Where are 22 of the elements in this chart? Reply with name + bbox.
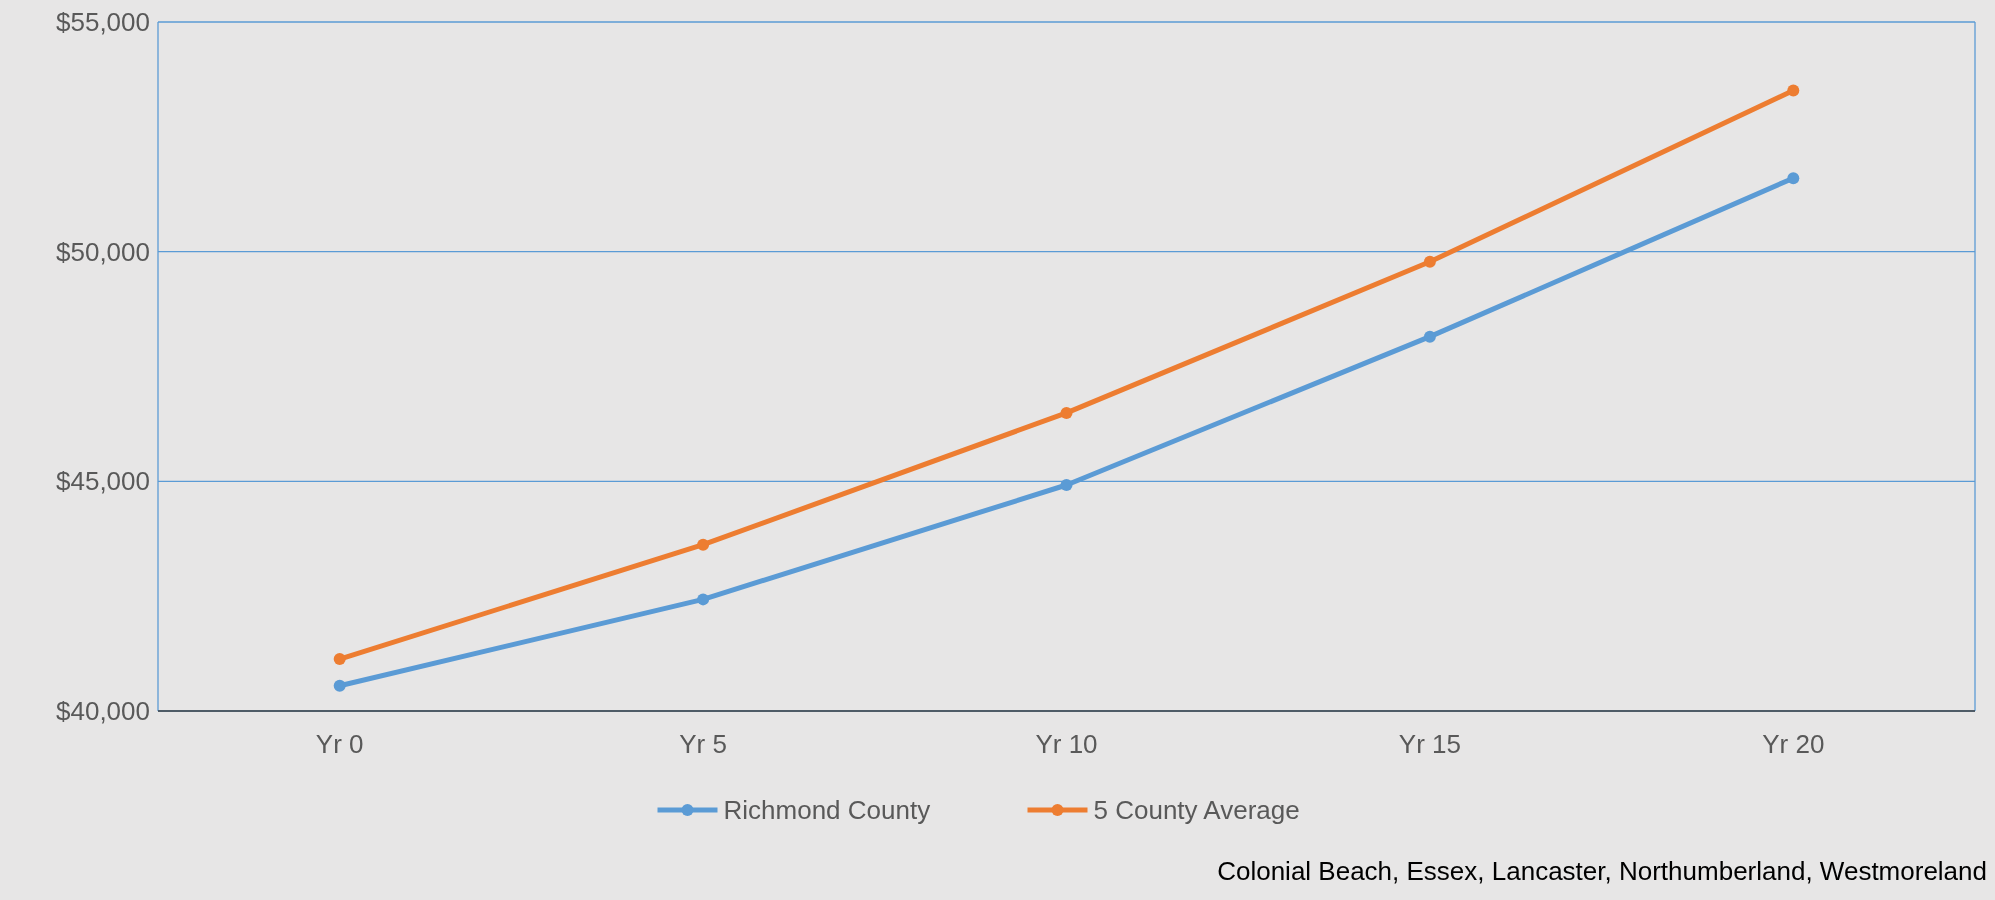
y-tick-label: $40,000: [56, 696, 150, 727]
point: [697, 538, 710, 551]
x-tick-label: Yr 0: [315, 729, 364, 759]
point: [1423, 255, 1436, 268]
x-tick-label: Yr 20: [1762, 729, 1825, 759]
point: [1423, 330, 1436, 343]
y-tick-label: $55,000: [56, 7, 150, 38]
legend-label: 5 County Average: [1093, 795, 1300, 826]
legend-label: Richmond County: [723, 795, 931, 826]
point: [1060, 406, 1073, 419]
x-tick-label: Yr 5: [679, 729, 727, 759]
point: [1787, 84, 1800, 97]
point: [333, 679, 346, 692]
y-tick-label: $45,000: [56, 466, 150, 497]
text: Colonial Beach, Essex, Lancaster, Northumberland, Westmoreland: [1217, 856, 1987, 886]
x-tick-label: Yr 15: [1398, 729, 1461, 759]
x-tick-label: Yr 10: [1035, 729, 1098, 759]
point: [1060, 479, 1073, 492]
y-tick-label: $50,000: [56, 236, 150, 267]
point: [1787, 172, 1800, 185]
point: [333, 653, 346, 666]
point: [697, 593, 710, 606]
